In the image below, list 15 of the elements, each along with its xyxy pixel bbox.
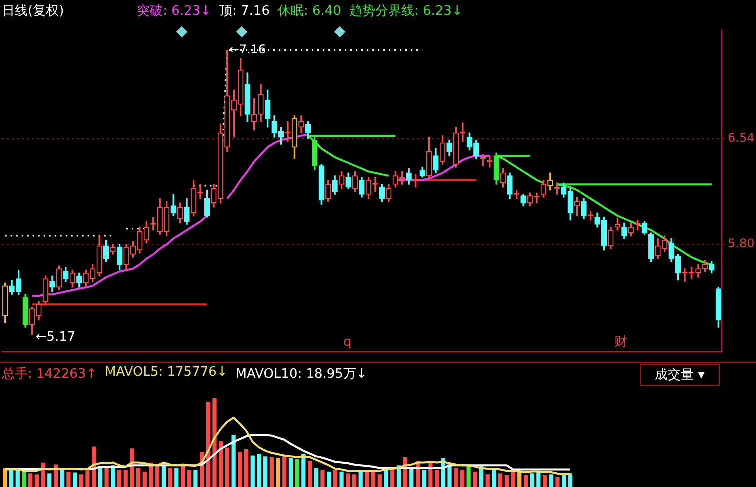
text: 成交量 ▾ <box>640 364 720 386</box>
annotation: q <box>343 335 352 350</box>
annotation: ←5.17 <box>36 330 76 346</box>
chart-title: 日线(复权) <box>2 3 64 20</box>
text: 休眠: 6.40 <box>278 3 342 20</box>
annotation: ←7.16 <box>229 42 266 56</box>
y-tick-label: 5.80 <box>728 236 755 251</box>
y-tick-label: 6.54 <box>728 130 755 145</box>
annotation: 财 <box>614 335 628 350</box>
text: 顶: 7.16 <box>220 3 270 20</box>
text: MAVOL5: 175776↓ <box>105 365 228 382</box>
text: 总手: 142263↑ <box>2 366 98 384</box>
text: MAVOL10: 18.95万↓ <box>236 366 368 384</box>
text: 趋势分界线: 6.23↓ <box>349 3 463 20</box>
text: 突破: 6.23↓ <box>137 3 212 20</box>
